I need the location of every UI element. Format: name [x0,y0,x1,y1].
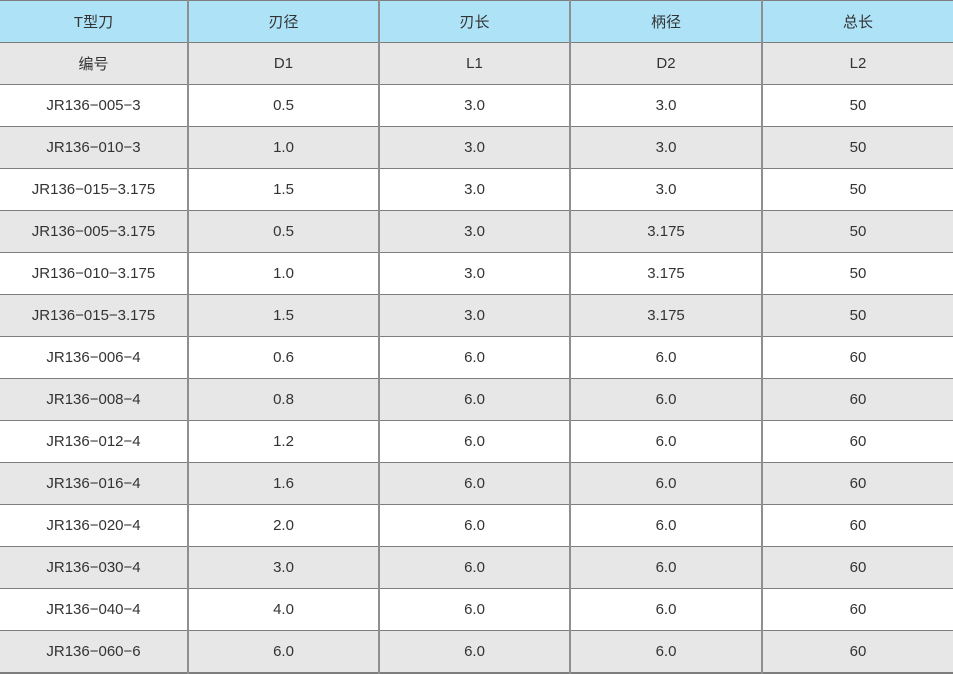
cell-d1: 0.8 [187,378,379,421]
cell-code: JR136−010−3 [0,126,188,169]
table-row: JR136−016−4 1.6 6.0 6.0 60 [0,462,953,505]
cell-l2: 60 [761,378,953,421]
cell-l1: 3.0 [378,210,570,253]
table-row: JR136−020−4 2.0 6.0 6.0 60 [0,504,953,547]
header-blade-length: 刃长 [378,0,570,43]
cell-d1: 1.0 [187,126,379,169]
cell-d2: 3.0 [569,168,762,211]
cell-code: JR136−040−4 [0,588,188,631]
cell-d2: 3.0 [569,84,762,127]
cell-l1: 6.0 [378,504,570,547]
subheader-l2: L2 [761,42,953,85]
cell-l1: 6.0 [378,588,570,631]
cell-d2: 6.0 [569,588,762,631]
cell-l2: 60 [761,546,953,589]
table-row: JR136−005−3.175 0.5 3.0 3.175 50 [0,210,953,253]
cell-code: JR136−015−3.175 [0,168,188,211]
cell-code: JR136−005−3.175 [0,210,188,253]
cell-l1: 6.0 [378,546,570,589]
cell-d1: 1.0 [187,252,379,295]
table-row: JR136−012−4 1.2 6.0 6.0 60 [0,420,953,463]
subheader-d1: D1 [187,42,379,85]
cell-l2: 50 [761,210,953,253]
cell-d1: 1.5 [187,294,379,337]
table-row: JR136−030−4 3.0 6.0 6.0 60 [0,546,953,589]
cell-l2: 50 [761,84,953,127]
cell-code: JR136−008−4 [0,378,188,421]
subheader-d2: D2 [569,42,762,85]
cell-d1: 4.0 [187,588,379,631]
subheader-code: 编号 [0,42,188,85]
cell-d2: 6.0 [569,504,762,547]
table-row: JR136−060−6 6.0 6.0 6.0 60 [0,630,953,673]
cell-l1: 6.0 [378,378,570,421]
cell-d2: 6.0 [569,462,762,505]
cell-d1: 1.2 [187,420,379,463]
cell-d2: 3.175 [569,252,762,295]
cell-code: JR136−006−4 [0,336,188,379]
cell-l2: 60 [761,336,953,379]
subheader-l1: L1 [378,42,570,85]
cell-d2: 6.0 [569,378,762,421]
cell-d2: 3.175 [569,210,762,253]
cell-code: JR136−016−4 [0,462,188,505]
cell-code: JR136−005−3 [0,84,188,127]
cell-l2: 60 [761,630,953,673]
cell-code: JR136−012−4 [0,420,188,463]
table-row: JR136−015−3.175 1.5 3.0 3.0 50 [0,168,953,211]
table-row: JR136−040−4 4.0 6.0 6.0 60 [0,588,953,631]
table-header: T型刀 刃径 刃长 柄径 总长 编号 D1 L1 D2 L2 [0,0,953,85]
header-t-type-cutter: T型刀 [0,0,188,43]
cell-code: JR136−030−4 [0,546,188,589]
cell-d2: 6.0 [569,546,762,589]
cell-l1: 3.0 [378,252,570,295]
cell-d2: 6.0 [569,630,762,673]
cell-l2: 50 [761,126,953,169]
cell-d1: 1.5 [187,168,379,211]
cell-d1: 0.5 [187,84,379,127]
cell-d2: 6.0 [569,336,762,379]
cell-l1: 6.0 [378,420,570,463]
cell-l2: 60 [761,588,953,631]
cell-code: JR136−020−4 [0,504,188,547]
cell-l1: 3.0 [378,294,570,337]
cell-d2: 3.0 [569,126,762,169]
header-blade-diameter: 刃径 [187,0,379,43]
table-body: JR136−005−3 0.5 3.0 3.0 50 JR136−010−3 1.0 3.0 3… [0,84,953,673]
cell-d1: 3.0 [187,546,379,589]
table-row: JR136−005−3 0.5 3.0 3.0 50 [0,84,953,127]
header-overall-length: 总长 [761,0,953,43]
cell-l1: 3.0 [378,126,570,169]
cell-l2: 50 [761,168,953,211]
cell-l1: 6.0 [378,336,570,379]
table-row: JR136−010−3.175 1.0 3.0 3.175 50 [0,252,953,295]
cell-code: JR136−015−3.175 [0,294,188,337]
cell-code: JR136−060−6 [0,630,188,673]
cell-l2: 60 [761,420,953,463]
cell-l1: 6.0 [378,630,570,673]
cell-d1: 6.0 [187,630,379,673]
cell-l2: 60 [761,462,953,505]
table-row: JR136−008−4 0.8 6.0 6.0 60 [0,378,953,421]
cell-d1: 0.6 [187,336,379,379]
cell-code: JR136−010−3.175 [0,252,188,295]
header-shank-diameter: 柄径 [569,0,762,43]
cell-d2: 3.175 [569,294,762,337]
cell-l1: 6.0 [378,462,570,505]
table-row: JR136−015−3.175 1.5 3.0 3.175 50 [0,294,953,337]
header-row-sub: 编号 D1 L1 D2 L2 [0,42,953,85]
cell-d1: 2.0 [187,504,379,547]
cell-d1: 0.5 [187,210,379,253]
cell-l1: 3.0 [378,168,570,211]
cell-l2: 60 [761,504,953,547]
cell-d1: 1.6 [187,462,379,505]
cell-d2: 6.0 [569,420,762,463]
table-row: JR136−006−4 0.6 6.0 6.0 60 [0,336,953,379]
table-row: JR136−010−3 1.0 3.0 3.0 50 [0,126,953,169]
cell-l1: 3.0 [378,84,570,127]
cell-l2: 50 [761,252,953,295]
cell-l2: 50 [761,294,953,337]
header-row-main: T型刀 刃径 刃长 柄径 总长 [0,0,953,43]
